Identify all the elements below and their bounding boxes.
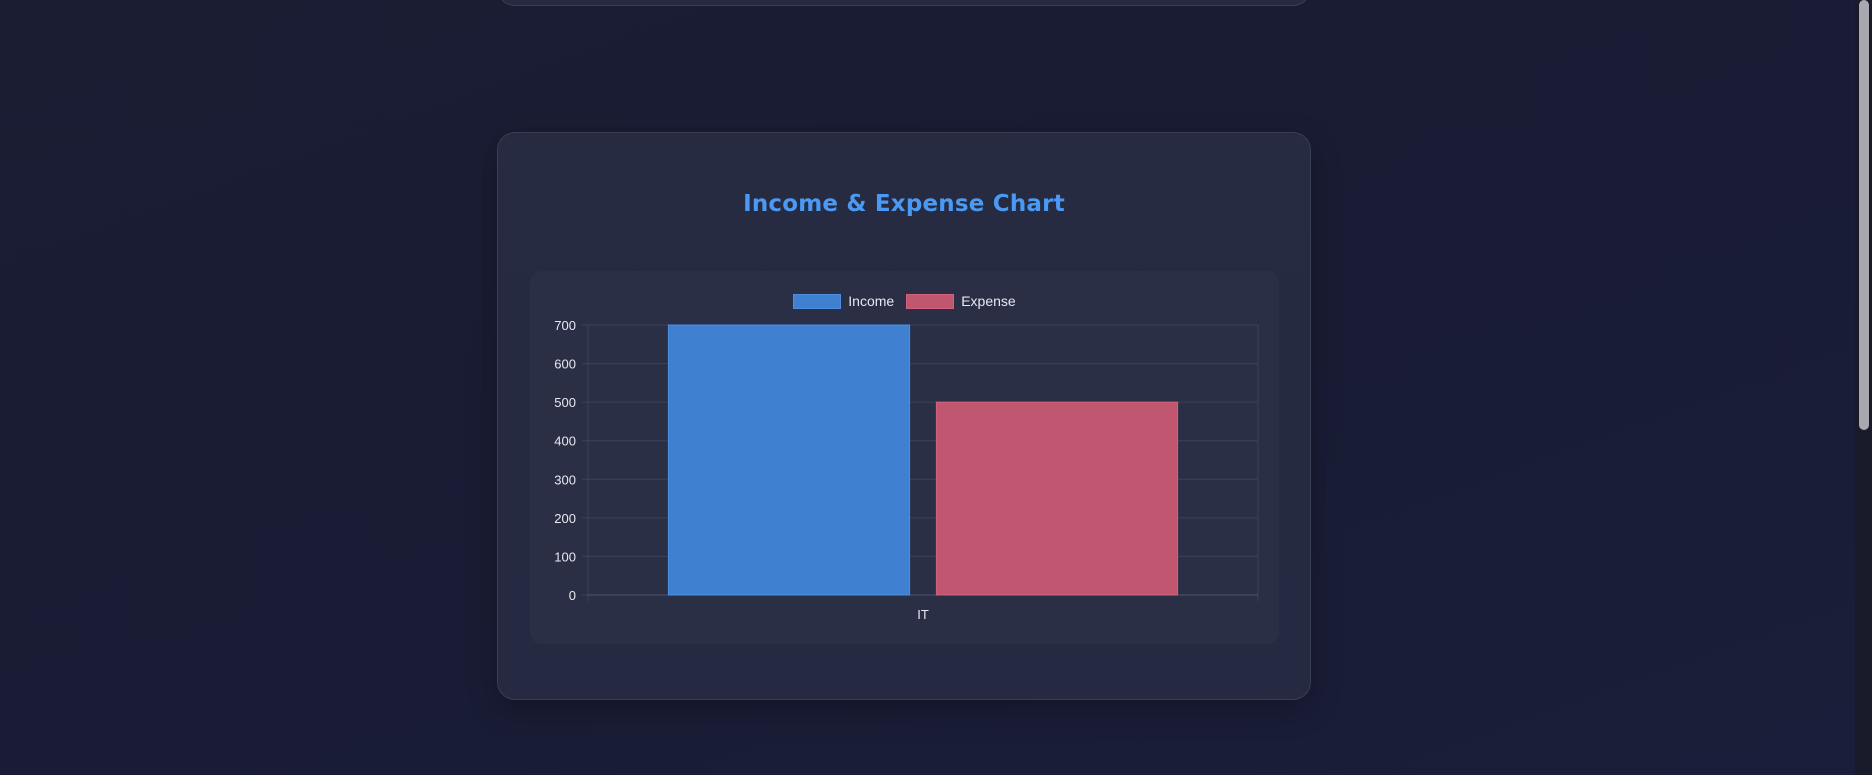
y-tick-label-4: 400 [554,434,576,449]
legend-swatch-expense [906,293,955,309]
legend-label-expense: Expense [961,293,1016,309]
previous-card [497,0,1311,6]
y-tick-label-2: 200 [554,511,576,526]
bar-chart: 0 100 200 300 400 500 600 700 IT [554,318,1259,622]
chart-legend: Income Expense [530,293,1279,309]
legend-item-income[interactable]: Income [793,293,894,309]
chart-title: Income & Expense Chart [743,191,1065,217]
bar-income-0 [667,324,911,596]
bar-expense-0 [935,401,1179,596]
y-tick-label-0: 0 [569,588,576,603]
x-tick-label-0: IT [917,607,929,622]
scrollbar-thumb[interactable] [1859,0,1869,430]
scrollbar-track[interactable] [1855,0,1872,775]
legend-item-expense[interactable]: Expense [906,293,1016,309]
chart-card: Income & Expense Chart Income Expense 0 1… [497,132,1311,700]
y-tick-label-5: 500 [554,395,576,410]
y-tick-label-1: 100 [554,549,576,564]
legend-label-income: Income [848,293,895,309]
legend-swatch-income [793,293,842,309]
y-tick-label-3: 300 [554,472,576,487]
y-tick-label-6: 600 [554,357,576,372]
chart-panel: Income Expense 0 100 200 300 400 500 600 700 IT [530,271,1279,644]
y-tick-label-7: 700 [554,318,576,333]
